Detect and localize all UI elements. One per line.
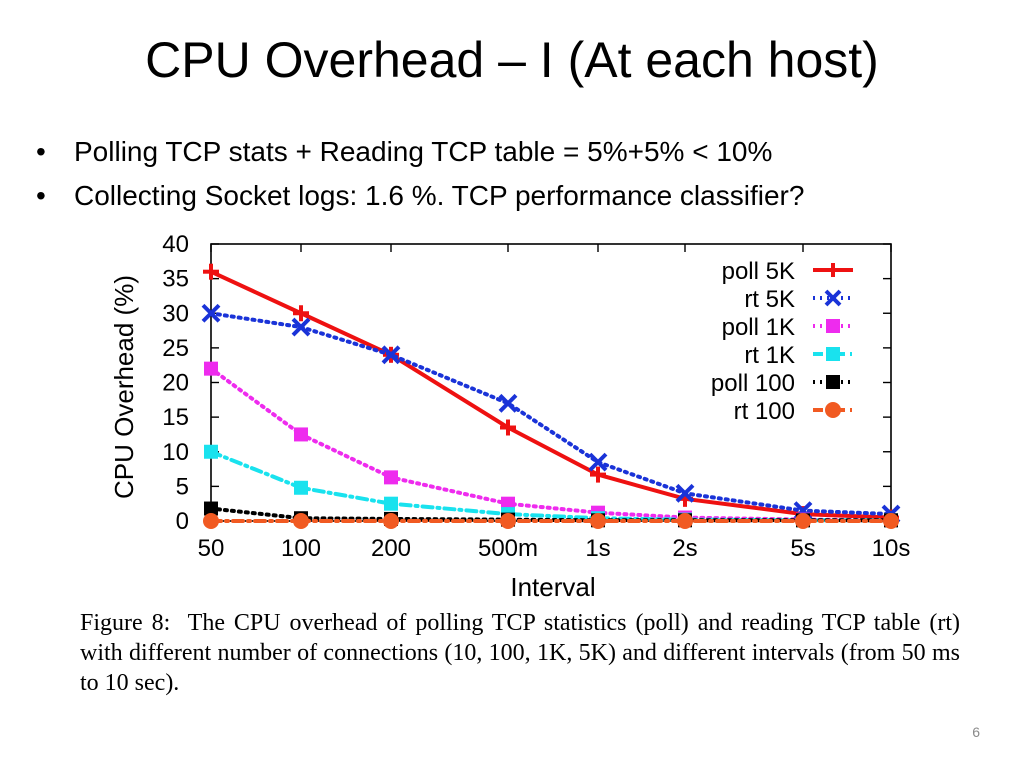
legend-label: rt 1K xyxy=(744,342,795,369)
x-tick-label: 50 xyxy=(198,535,225,562)
data-point xyxy=(204,361,218,376)
page-number: 6 xyxy=(972,724,980,740)
bullet-text: Collecting Socket logs: 1.6 %. TCP perfo… xyxy=(74,180,805,211)
figure-caption: Figure 8: The CPU overhead of polling TC… xyxy=(80,608,960,698)
legend-entry: rt 5K xyxy=(744,286,853,313)
data-point xyxy=(203,513,219,529)
y-tick-label: 20 xyxy=(162,370,189,397)
chart-series xyxy=(201,263,901,529)
x-tick-label: 500m xyxy=(478,535,538,562)
legend-label: rt 5K xyxy=(744,286,795,313)
data-point xyxy=(824,289,842,307)
legend-label: rt 100 xyxy=(734,398,795,425)
data-point xyxy=(825,402,841,418)
series-rt-1k xyxy=(204,444,898,528)
figure-caption-label: Figure 8: xyxy=(80,610,188,636)
data-point xyxy=(384,496,398,511)
legend-entry: rt 1K xyxy=(744,342,853,369)
data-point xyxy=(294,480,308,495)
x-tick-label: 100 xyxy=(281,535,321,562)
bullet-item: • Polling TCP stats + Reading TCP table =… xyxy=(36,130,804,174)
data-point xyxy=(826,347,840,361)
data-point xyxy=(883,513,899,529)
data-point xyxy=(588,452,608,472)
data-point xyxy=(500,513,516,529)
data-point xyxy=(291,317,311,337)
series-line xyxy=(209,269,893,520)
bullet-list: • Polling TCP stats + Reading TCP table =… xyxy=(36,130,804,218)
y-axis-label: CPU Overhead (%) xyxy=(109,275,139,499)
series-rt-100 xyxy=(203,513,899,529)
chart-ticks: 0 5 10 15 20 25 30 35 40 50 100 200 500m 1s 2s 5s 10s xyxy=(162,231,910,562)
x-tick-label: 200 xyxy=(371,535,411,562)
x-tick-label: 5s xyxy=(790,535,815,562)
data-point xyxy=(204,444,218,459)
legend-label: poll 1K xyxy=(722,314,795,341)
data-point xyxy=(201,303,221,323)
data-point xyxy=(795,513,811,529)
y-tick-label: 0 xyxy=(176,508,189,535)
series-line xyxy=(209,311,893,517)
data-point xyxy=(294,427,308,442)
legend-entry: poll 5K xyxy=(722,258,853,285)
legend-entry: poll 100 xyxy=(711,370,853,397)
x-tick-label: 1s xyxy=(585,535,610,562)
data-point xyxy=(381,345,401,365)
y-tick-label: 30 xyxy=(162,300,189,327)
data-point xyxy=(204,501,218,516)
slide-title: CPU Overhead – I (At each host) xyxy=(145,32,879,88)
data-point xyxy=(498,393,518,413)
bullet-item: • Collecting Socket logs: 1.6 %. TCP perf… xyxy=(36,174,804,218)
x-tick-label: 2s xyxy=(672,535,697,562)
legend-entry: poll 1K xyxy=(722,314,853,341)
y-tick-label: 25 xyxy=(162,335,189,362)
series-rt-5k xyxy=(201,303,901,524)
y-tick-label: 40 xyxy=(162,231,189,258)
bullet-dot-icon: • xyxy=(36,136,46,167)
y-tick-label: 35 xyxy=(162,266,189,293)
x-axis-label: Interval xyxy=(510,572,595,602)
legend-label: poll 5K xyxy=(722,258,795,285)
x-tick-label: 10s xyxy=(872,535,911,562)
data-point xyxy=(384,470,398,485)
y-tick-label: 10 xyxy=(162,439,189,466)
legend-label: poll 100 xyxy=(711,370,795,397)
data-point xyxy=(675,483,695,503)
data-point xyxy=(590,513,606,529)
data-point xyxy=(383,513,399,529)
cpu-overhead-chart: 0 5 10 15 20 25 30 35 40 50 100 200 500m 1s 2s 5s 10s po… xyxy=(109,231,910,602)
y-tick-label: 15 xyxy=(162,404,189,431)
bullet-text: Polling TCP stats + Reading TCP table = … xyxy=(74,136,773,167)
data-point xyxy=(677,513,693,529)
bullet-dot-icon: • xyxy=(36,180,46,211)
data-point xyxy=(826,375,840,389)
data-point xyxy=(826,319,840,333)
y-tick-label: 5 xyxy=(176,473,189,500)
data-point xyxy=(293,513,309,529)
legend-entry: rt 100 xyxy=(734,398,853,425)
figure-caption-text: The CPU overhead of polling TCP statisti… xyxy=(80,610,960,696)
